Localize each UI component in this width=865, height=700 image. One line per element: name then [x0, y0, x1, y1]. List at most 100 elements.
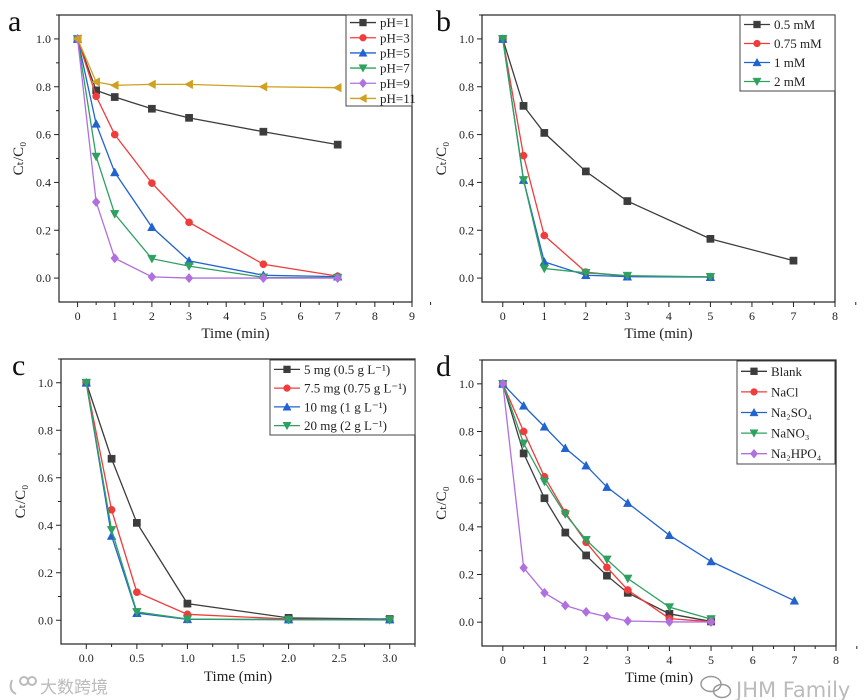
data-point	[519, 102, 528, 110]
data-point	[518, 439, 529, 449]
data-point	[110, 130, 119, 139]
x-tick-label: 8	[833, 653, 839, 667]
x-tick-label: 6	[750, 653, 756, 667]
data-point	[539, 256, 550, 266]
series-line	[502, 383, 712, 623]
data-point	[705, 273, 716, 282]
y-tick-label: 0.4	[36, 175, 51, 189]
y-tick-label: 0.4	[459, 175, 474, 189]
x-tick-label: 2	[583, 309, 589, 323]
x-tick-label: 3.0	[382, 651, 397, 665]
legend-marker	[282, 421, 292, 431]
panel-label: d	[436, 350, 451, 383]
data-point	[540, 494, 549, 503]
x-tick-label: 6	[298, 309, 304, 323]
data-point	[518, 176, 529, 185]
x-axis-title: Time (min)	[201, 326, 269, 342]
x-tick-label: 1	[112, 309, 118, 323]
x-tick-label: 3	[186, 309, 192, 323]
legend-label: Blank	[771, 364, 803, 379]
x-tick-label: 2.0	[281, 651, 296, 665]
legend-marker	[282, 402, 292, 411]
legend-label: 0.5 mM	[774, 17, 816, 32]
x-tick-label: 8	[832, 309, 838, 323]
data-point	[789, 256, 798, 265]
data-point	[147, 271, 157, 282]
data-point	[81, 378, 92, 388]
data-point	[332, 82, 342, 93]
y-tick-label: 0.4	[459, 520, 474, 534]
data-point	[664, 530, 675, 540]
y-axis-title: Cₜ/C₀	[434, 142, 450, 176]
chart-panel-d: d 0 1 2 3 4 5 6 7 8 0.0 0.2 0.4 0.6 0.8 1.0 Time (min) Cₜ…	[434, 350, 858, 686]
watermark-left: 大数跨境	[40, 678, 108, 698]
y-tick-label: 0.4	[38, 518, 53, 532]
data-point	[539, 421, 550, 431]
legend-label: NaNO₃	[771, 426, 809, 441]
x-tick-label: 2.5	[332, 651, 347, 665]
y-axis-title: Cₜ/C₀	[13, 485, 29, 519]
y-tick-label: 0.0	[459, 271, 474, 285]
data-point	[581, 460, 591, 470]
data-point	[540, 129, 549, 137]
legend-label: Na₂HPO₄	[771, 446, 822, 461]
legend-label: 5 mg (0.5 g L⁻¹)	[304, 362, 390, 377]
data-point	[259, 260, 268, 269]
legend-marker	[749, 429, 759, 438]
x-tick-label: 2	[149, 309, 155, 323]
data-point	[561, 600, 570, 611]
x-axis-title: Time (min)	[204, 669, 272, 685]
data-point	[333, 273, 342, 284]
data-point	[184, 79, 193, 90]
y-tick-label: 0.8	[38, 423, 53, 437]
series-line	[76, 38, 338, 278]
series-pH=5	[72, 34, 343, 281]
y-tick-label: 1.0	[38, 376, 53, 390]
x-tick-label: 3	[625, 653, 631, 667]
legend-marker	[753, 20, 761, 29]
data-point	[664, 603, 675, 612]
legend-marker	[750, 388, 758, 396]
x-tick-label: 0.0	[79, 651, 94, 665]
data-point	[581, 536, 591, 545]
x-tick-label: 0	[500, 309, 506, 323]
legend-marker	[358, 64, 368, 73]
legend-label: pH=5	[380, 45, 410, 60]
series-pH=7	[72, 35, 343, 283]
data-point	[258, 82, 268, 92]
legend-label: pH=7	[380, 61, 410, 76]
data-point	[259, 273, 268, 284]
legend-marker	[283, 384, 291, 392]
data-point	[182, 615, 193, 624]
y-tick-label: 1.0	[459, 377, 474, 391]
y-tick-label: 1.0	[459, 32, 474, 46]
data-point	[109, 80, 119, 91]
series-line	[502, 38, 711, 278]
data-point	[560, 510, 571, 520]
series-pH=9	[73, 33, 342, 284]
x-tick-label: 0	[500, 653, 506, 667]
x-tick-label: 7	[791, 653, 797, 667]
watermark-left-logo-icon	[9, 676, 37, 695]
x-axis-title: Time (min)	[624, 326, 692, 342]
y-axis-title: Cₜ/C₀	[11, 142, 27, 176]
x-axis-title: Time (min)	[625, 670, 693, 686]
data-point	[540, 587, 549, 598]
legend: Blank NaCl Na₂SO₄ NaNO₃ Na₂HPO₄	[736, 360, 836, 465]
series-line	[502, 38, 711, 278]
data-point	[561, 528, 570, 537]
y-tick-label: 0.0	[36, 271, 51, 285]
x-tick-label: 0	[75, 309, 81, 323]
series-line	[502, 383, 712, 620]
legend-label: pH=11	[380, 91, 416, 106]
series-Blank	[498, 379, 715, 626]
data-point	[147, 254, 157, 264]
data-point	[133, 519, 141, 527]
chart-panel-a: a 0 1 2 3 4 5 6 7 8 9 0.0 0.2 0.4 0.6 0.8 1.0 Time (min) C…	[8, 5, 432, 342]
data-point	[185, 218, 193, 227]
x-tick-label: 4	[223, 309, 229, 323]
series-line	[502, 383, 712, 623]
legend-label: NaCl	[771, 384, 799, 399]
legend-marker	[753, 39, 761, 48]
legend: 5 mg (0.5 g L⁻¹) 7.5 mg (0.75 g L⁻¹) 10 mg…	[269, 359, 416, 436]
